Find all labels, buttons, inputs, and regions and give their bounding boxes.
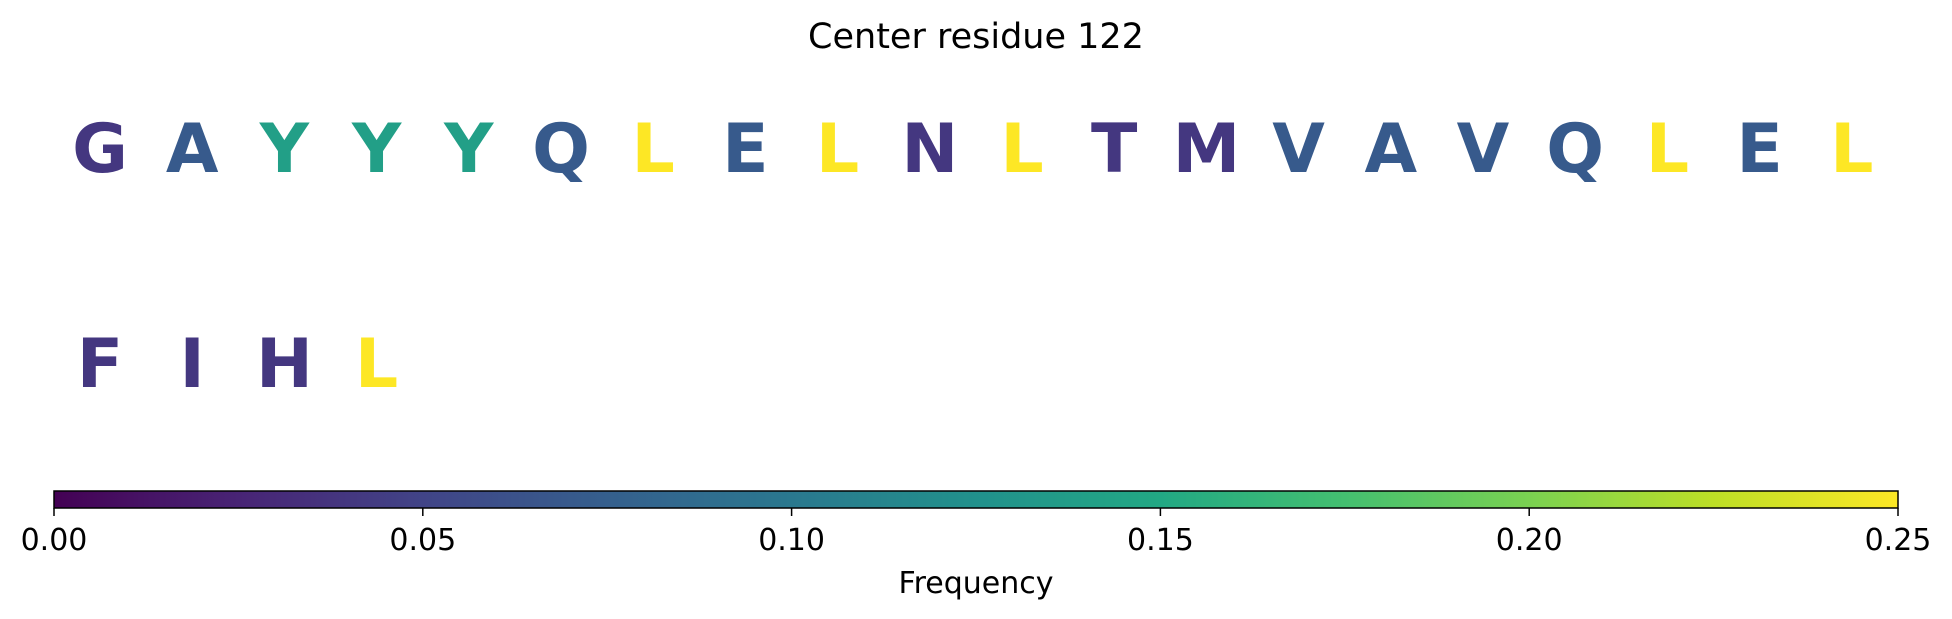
residue-letter: L bbox=[816, 110, 859, 189]
colorbar-tick-label: 0.20 bbox=[1496, 523, 1563, 558]
residue-letter: Y bbox=[351, 110, 402, 189]
residue-letter: L bbox=[632, 110, 675, 189]
colorbar: 0.00 0.05 0.10 0.15 0.20 0.25 bbox=[21, 490, 1932, 558]
colorbar-tick-label: 0.25 bbox=[1865, 523, 1932, 558]
residue-letter: A bbox=[166, 110, 219, 189]
residue-letter: M bbox=[1173, 110, 1241, 189]
colorbar-tick-label: 0.10 bbox=[758, 523, 825, 558]
residue-letter: N bbox=[901, 110, 958, 189]
residue-letter: L bbox=[1646, 110, 1689, 189]
residue-letter: V bbox=[1457, 110, 1510, 189]
residue-letters: G A Y Y Y Q L E L N L T M V A V Q L E LF I H L bbox=[72, 110, 1873, 404]
residue-letter: Q bbox=[1546, 110, 1604, 189]
residue-letter: A bbox=[1364, 110, 1417, 189]
residue-letter: G bbox=[72, 110, 128, 189]
residue-letter: E bbox=[1736, 110, 1782, 189]
residue-letter: I bbox=[180, 325, 205, 404]
residue-letter: F bbox=[77, 325, 123, 404]
residue-letter: E bbox=[722, 110, 768, 189]
colorbar-gradient bbox=[53, 490, 1899, 509]
colorbar-label: Frequency bbox=[899, 566, 1054, 601]
colorbar-tick-label: 0.05 bbox=[389, 523, 456, 558]
colorbar-tick-label: 0.00 bbox=[21, 523, 88, 558]
residue-letter: T bbox=[1091, 110, 1138, 189]
residue-letter: L bbox=[1000, 110, 1043, 189]
colorbar-tick-label: 0.15 bbox=[1127, 523, 1194, 558]
residue-letter: Y bbox=[443, 110, 494, 189]
residue-letter: L bbox=[355, 325, 398, 404]
residue-letter: V bbox=[1272, 110, 1325, 189]
residue-letter: Q bbox=[532, 110, 590, 189]
residue-letter: H bbox=[256, 325, 313, 404]
chart-title: Center residue 122 bbox=[808, 17, 1144, 57]
residue-letter: Y bbox=[259, 110, 310, 189]
residue-letter: L bbox=[1830, 110, 1873, 189]
